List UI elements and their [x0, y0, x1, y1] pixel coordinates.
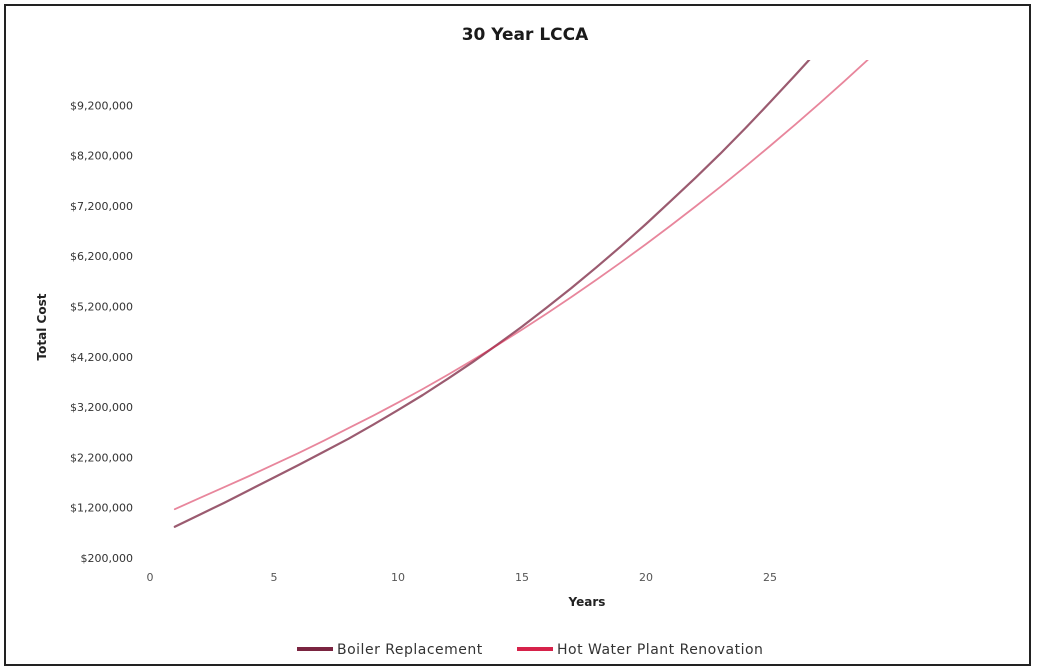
y-tick-label: $9,200,000 [70, 99, 133, 112]
y-axis-label: Total Cost [35, 293, 49, 360]
y-tick-label: $6,200,000 [70, 250, 133, 263]
legend: Boiler Replacement Hot Water Plant Renova… [297, 642, 763, 658]
y-tick-label: $2,200,000 [70, 451, 133, 464]
y-tick-label: $8,200,000 [70, 150, 133, 163]
y-tick-label: $4,200,000 [70, 351, 133, 364]
y-tick-label: $7,200,000 [70, 200, 133, 213]
x-tick-label: 15 [515, 571, 529, 584]
x-axis-label: Years [568, 595, 606, 609]
legend-label: Hot Water Plant Renovation [557, 642, 763, 658]
x-tick-label: 10 [391, 571, 405, 584]
y-axis-ticks: $200,000 $1,200,000 $2,200,000 $3,200,000 $4… [70, 99, 133, 565]
y-tick-label: $200,000 [81, 552, 134, 565]
series-layer [173, 60, 869, 528]
y-tick-label: $3,200,000 [70, 401, 133, 414]
series-line-1 [173, 60, 811, 528]
chart-frame [4, 4, 1031, 666]
x-tick-label: 25 [763, 571, 777, 584]
x-tick-label: 20 [639, 571, 653, 584]
legend-label: Boiler Replacement [337, 642, 483, 658]
x-tick-label: 0 [147, 571, 154, 584]
x-axis-ticks: 0 5 10 15 20 25 [147, 571, 778, 584]
y-tick-label: $1,200,000 [70, 502, 133, 515]
series-line-2 [173, 60, 869, 511]
y-tick-label: $5,200,000 [70, 301, 133, 314]
x-tick-label: 5 [271, 571, 278, 584]
chart-title: 30 Year LCCA [462, 25, 589, 45]
